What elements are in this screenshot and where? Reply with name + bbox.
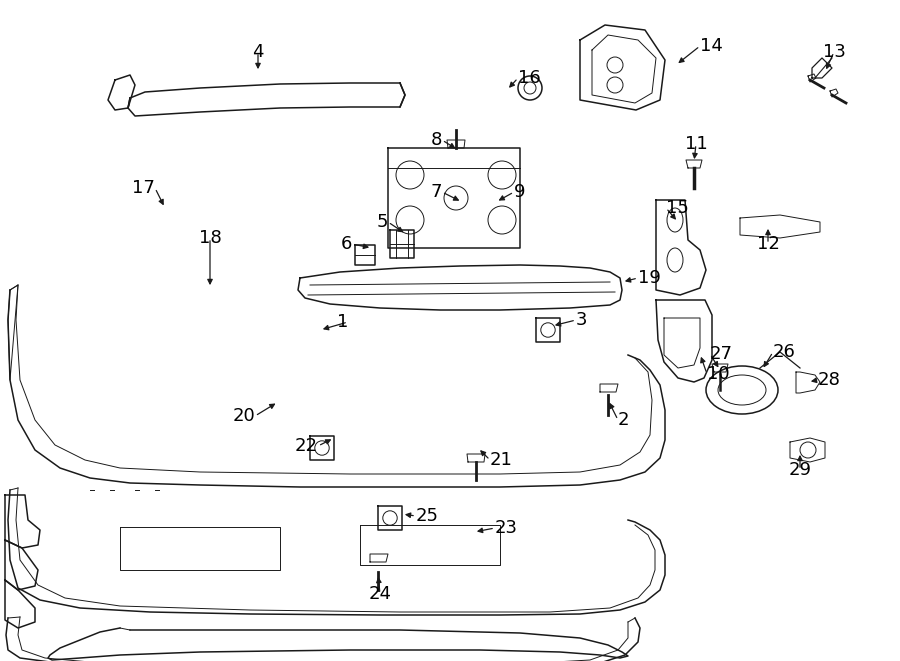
Text: 20: 20 [232, 407, 255, 425]
Text: 17: 17 [132, 179, 155, 197]
Text: 5: 5 [376, 213, 388, 231]
Text: 26: 26 [773, 343, 796, 361]
Text: 18: 18 [199, 229, 221, 247]
Text: 27: 27 [710, 345, 733, 363]
Text: 7: 7 [430, 183, 442, 201]
Text: 12: 12 [757, 235, 779, 253]
Text: 19: 19 [638, 269, 661, 287]
Text: 8: 8 [430, 131, 442, 149]
Text: 23: 23 [495, 519, 518, 537]
Text: 16: 16 [518, 69, 541, 87]
Text: 24: 24 [368, 585, 392, 603]
Text: 2: 2 [618, 411, 629, 429]
Text: 13: 13 [823, 43, 845, 61]
Text: 15: 15 [666, 199, 688, 217]
Text: 3: 3 [576, 311, 588, 329]
Text: 29: 29 [788, 461, 812, 479]
Text: 4: 4 [252, 43, 264, 61]
Text: 21: 21 [490, 451, 513, 469]
Text: 25: 25 [416, 507, 439, 525]
Text: 1: 1 [337, 313, 348, 331]
Text: 6: 6 [340, 235, 352, 253]
Text: 10: 10 [707, 365, 730, 383]
Text: 11: 11 [685, 135, 707, 153]
Text: 22: 22 [295, 437, 318, 455]
Text: 9: 9 [514, 183, 526, 201]
Text: 14: 14 [700, 37, 723, 55]
Text: 28: 28 [818, 371, 841, 389]
